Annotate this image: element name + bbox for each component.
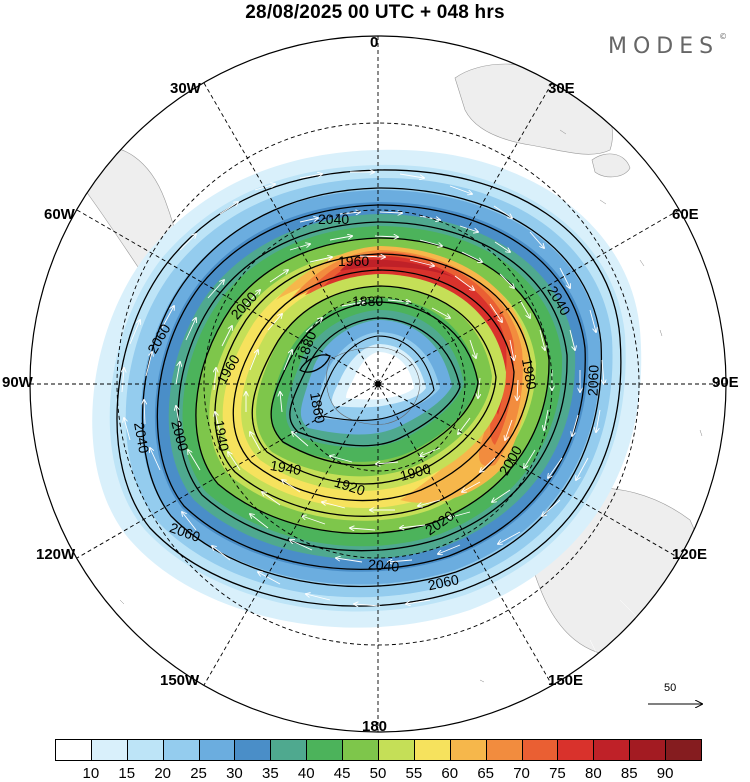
contour-2020 xyxy=(156,204,586,570)
colorbar-swatch xyxy=(162,739,200,761)
antarctica-coast xyxy=(326,347,421,425)
colorbar-tick-label: 80 xyxy=(584,765,602,782)
colorbar-tick-label: 65 xyxy=(477,765,494,782)
contour-1940 xyxy=(232,269,515,502)
colorbar-swatch xyxy=(198,739,236,761)
colorbar-swatch xyxy=(55,739,92,761)
contour-label: 1940 xyxy=(211,419,232,453)
contour-1860 xyxy=(318,335,435,421)
contour-1980 xyxy=(195,237,550,535)
colorbar-swatch xyxy=(629,739,667,761)
contour-1960 xyxy=(214,253,532,517)
contour-label: 1880 xyxy=(352,293,383,309)
colorbar-swatch xyxy=(342,739,379,761)
colorbar-tick-label: 55 xyxy=(405,765,423,782)
colorbar-tick-label: 15 xyxy=(118,765,136,782)
colorbar-swatch xyxy=(413,739,451,761)
contour-1900 xyxy=(270,301,479,467)
contour-1920 xyxy=(251,285,497,485)
lon-label-150e: 150E xyxy=(548,672,584,689)
colorbar-swatch xyxy=(665,739,702,761)
lon-label-150w: 150W xyxy=(160,672,200,689)
wind-speed-shading xyxy=(92,149,642,628)
colorbar-tick-label: 60 xyxy=(441,765,459,782)
contour-2000 xyxy=(177,221,568,552)
graticule xyxy=(30,36,726,732)
colorbar-tick-label: 75 xyxy=(549,765,566,782)
contour-label: 2060 xyxy=(426,571,460,593)
lon-label-180: 180 xyxy=(362,718,388,735)
lon-label-90w: 90W xyxy=(2,374,33,391)
wind-reference-label: 50 xyxy=(664,682,677,694)
colorbar-tick-label: 10 xyxy=(82,765,100,782)
lon-label-30e: 30E xyxy=(548,80,575,97)
contour-label: 1940 xyxy=(269,457,303,478)
colorbar xyxy=(55,739,702,763)
brand-mark: © xyxy=(719,32,728,41)
lon-label-60w: 60W xyxy=(44,206,75,223)
contour-label: 1980 xyxy=(519,357,540,391)
colorbar-tick-label: 20 xyxy=(154,765,171,782)
contour-label: 2000 xyxy=(168,419,192,453)
contour-label: 2040 xyxy=(318,211,349,227)
lon-label-30w: 30W xyxy=(170,80,201,97)
brand-name: MODES xyxy=(608,34,720,59)
contour-label: 1860 xyxy=(307,391,328,425)
map-title: 28/08/2025 00 UTC + 048 hrs xyxy=(245,2,505,23)
colorbar-swatch xyxy=(126,739,164,761)
colorbar-swatch xyxy=(485,739,523,761)
contour-labels: 2040 1960 2060 2000 1880 1880 1960 1860 … xyxy=(131,211,602,593)
contour-2060 xyxy=(116,169,622,607)
lon-label-90e: 90E xyxy=(712,374,739,391)
colorbar-tick-label: 45 xyxy=(333,765,351,782)
colorbar-swatch xyxy=(90,739,128,761)
colorbar-swatch xyxy=(234,739,272,761)
lon-label-120e: 120E xyxy=(672,546,708,563)
contour-label: 1960 xyxy=(338,253,369,269)
colorbar-tick-label: 30 xyxy=(226,765,243,782)
brand-logo: MODES© xyxy=(608,32,728,59)
land-madagascar xyxy=(591,153,631,178)
colorbar-tick-label: 35 xyxy=(261,765,279,782)
contour-label: 2040 xyxy=(367,556,400,575)
south-pole-marker xyxy=(375,381,381,387)
contour-1860-inner xyxy=(299,354,331,373)
map-border xyxy=(29,35,727,733)
lon-label-60e: 60E xyxy=(672,206,699,223)
colorbar-swatch xyxy=(378,739,415,761)
colorbar-swatch xyxy=(593,739,631,761)
lon-label-0: 0 xyxy=(370,34,379,51)
contour-2040 xyxy=(141,187,603,588)
colorbar-swatch xyxy=(270,739,308,761)
colorbar-tick-label: 40 xyxy=(297,765,315,782)
colorbar-tick-label: 85 xyxy=(620,765,638,782)
colorbar-tick-label: 70 xyxy=(513,765,530,782)
weak-wind-vectors xyxy=(119,129,703,683)
colorbar-swatch xyxy=(449,739,487,761)
lon-label-120w: 120W xyxy=(36,546,76,563)
colorbar-tick-label: 25 xyxy=(190,765,207,782)
colorbar-swatch xyxy=(557,739,595,761)
contour-label: 1900 xyxy=(398,460,432,484)
colorbar-tick-label: 90 xyxy=(656,765,674,782)
colorbar-swatch xyxy=(306,739,344,761)
colorbar-tick-label: 50 xyxy=(369,765,387,782)
contour-label: 2040 xyxy=(131,421,152,455)
wind-reference: 50 xyxy=(640,678,710,708)
colorbar-swatch xyxy=(521,739,559,761)
height-contours xyxy=(116,169,622,607)
contour-label: 2060 xyxy=(585,364,602,396)
wind-vectors xyxy=(122,172,604,606)
